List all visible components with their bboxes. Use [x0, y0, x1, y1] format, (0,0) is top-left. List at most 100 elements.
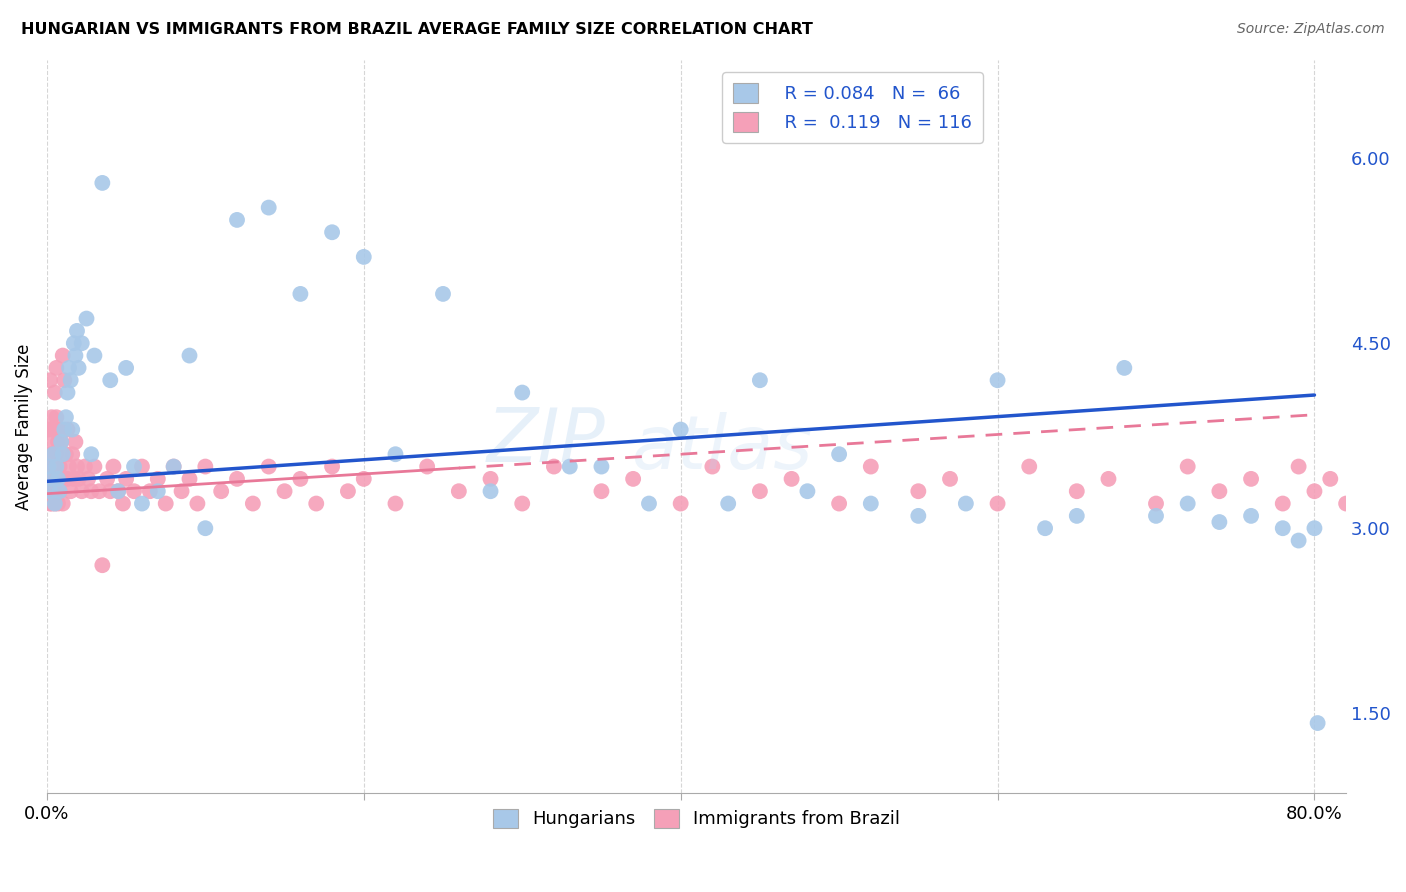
Point: [53, 373, 76, 387]
Point: [859, 459, 882, 474]
Point: [939, 472, 962, 486]
Point: [66, 459, 89, 474]
Point: [186, 497, 208, 511]
Point: [49, 434, 72, 449]
Point: [63, 472, 86, 486]
Point: [1114, 360, 1136, 375]
Point: [37, 459, 59, 474]
Point: [209, 484, 232, 499]
Point: [290, 286, 312, 301]
Point: [91, 176, 114, 190]
Point: [131, 459, 153, 474]
Point: [122, 459, 145, 474]
Point: [748, 373, 770, 387]
Point: [52, 497, 75, 511]
Point: [41, 472, 63, 486]
Point: [669, 497, 692, 511]
Point: [321, 225, 343, 239]
Point: [42, 459, 65, 474]
Point: [59, 373, 82, 387]
Point: [828, 497, 851, 511]
Point: [146, 484, 169, 499]
Point: [1033, 521, 1056, 535]
Point: [48, 484, 70, 499]
Point: [45, 459, 67, 474]
Point: [55, 447, 77, 461]
Point: [353, 250, 375, 264]
Point: [41, 497, 63, 511]
Point: [1303, 521, 1326, 535]
Point: [45, 360, 67, 375]
Point: [1208, 484, 1230, 499]
Point: [41, 472, 63, 486]
Point: [1066, 484, 1088, 499]
Point: [955, 497, 977, 511]
Point: [46, 472, 69, 486]
Point: [58, 360, 80, 375]
Point: [115, 472, 138, 486]
Point: [146, 472, 169, 486]
Point: [416, 459, 439, 474]
Point: [1177, 497, 1199, 511]
Point: [384, 497, 406, 511]
Point: [42, 484, 65, 499]
Point: [305, 497, 328, 511]
Point: [1351, 459, 1374, 474]
Point: [1271, 521, 1294, 535]
Point: [70, 336, 93, 351]
Point: [1208, 515, 1230, 529]
Point: [66, 324, 89, 338]
Point: [107, 484, 129, 499]
Point: [48, 423, 70, 437]
Point: [103, 459, 125, 474]
Point: [1018, 459, 1040, 474]
Point: [67, 472, 90, 486]
Point: [543, 459, 565, 474]
Point: [479, 484, 502, 499]
Point: [479, 472, 502, 486]
Point: [1066, 508, 1088, 523]
Point: [76, 311, 98, 326]
Point: [1303, 484, 1326, 499]
Point: [558, 459, 581, 474]
Point: [39, 484, 62, 499]
Point: [49, 434, 72, 449]
Point: [163, 459, 186, 474]
Point: [669, 423, 692, 437]
Point: [273, 484, 295, 499]
Point: [42, 447, 65, 461]
Point: [107, 484, 129, 499]
Point: [987, 373, 1010, 387]
Point: [1271, 497, 1294, 511]
Point: [1097, 472, 1119, 486]
Point: [39, 472, 62, 486]
Point: [46, 459, 69, 474]
Point: [37, 484, 59, 499]
Point: [91, 558, 114, 573]
Point: [226, 472, 249, 486]
Point: [155, 497, 177, 511]
Point: [226, 213, 249, 227]
Text: Source: ZipAtlas.com: Source: ZipAtlas.com: [1237, 22, 1385, 37]
Point: [46, 497, 69, 511]
Point: [139, 484, 162, 499]
Point: [60, 423, 83, 437]
Point: [1144, 497, 1167, 511]
Point: [1177, 459, 1199, 474]
Point: [1288, 459, 1310, 474]
Text: ZIP: ZIP: [486, 405, 606, 477]
Point: [42, 423, 65, 437]
Point: [796, 484, 818, 499]
Point: [131, 497, 153, 511]
Point: [748, 484, 770, 499]
Point: [98, 484, 121, 499]
Point: [591, 484, 613, 499]
Point: [53, 423, 76, 437]
Point: [1240, 472, 1263, 486]
Point: [1319, 472, 1341, 486]
Point: [46, 434, 69, 449]
Point: [1288, 533, 1310, 548]
Point: [907, 484, 929, 499]
Text: atlas: atlas: [631, 412, 813, 484]
Point: [96, 472, 118, 486]
